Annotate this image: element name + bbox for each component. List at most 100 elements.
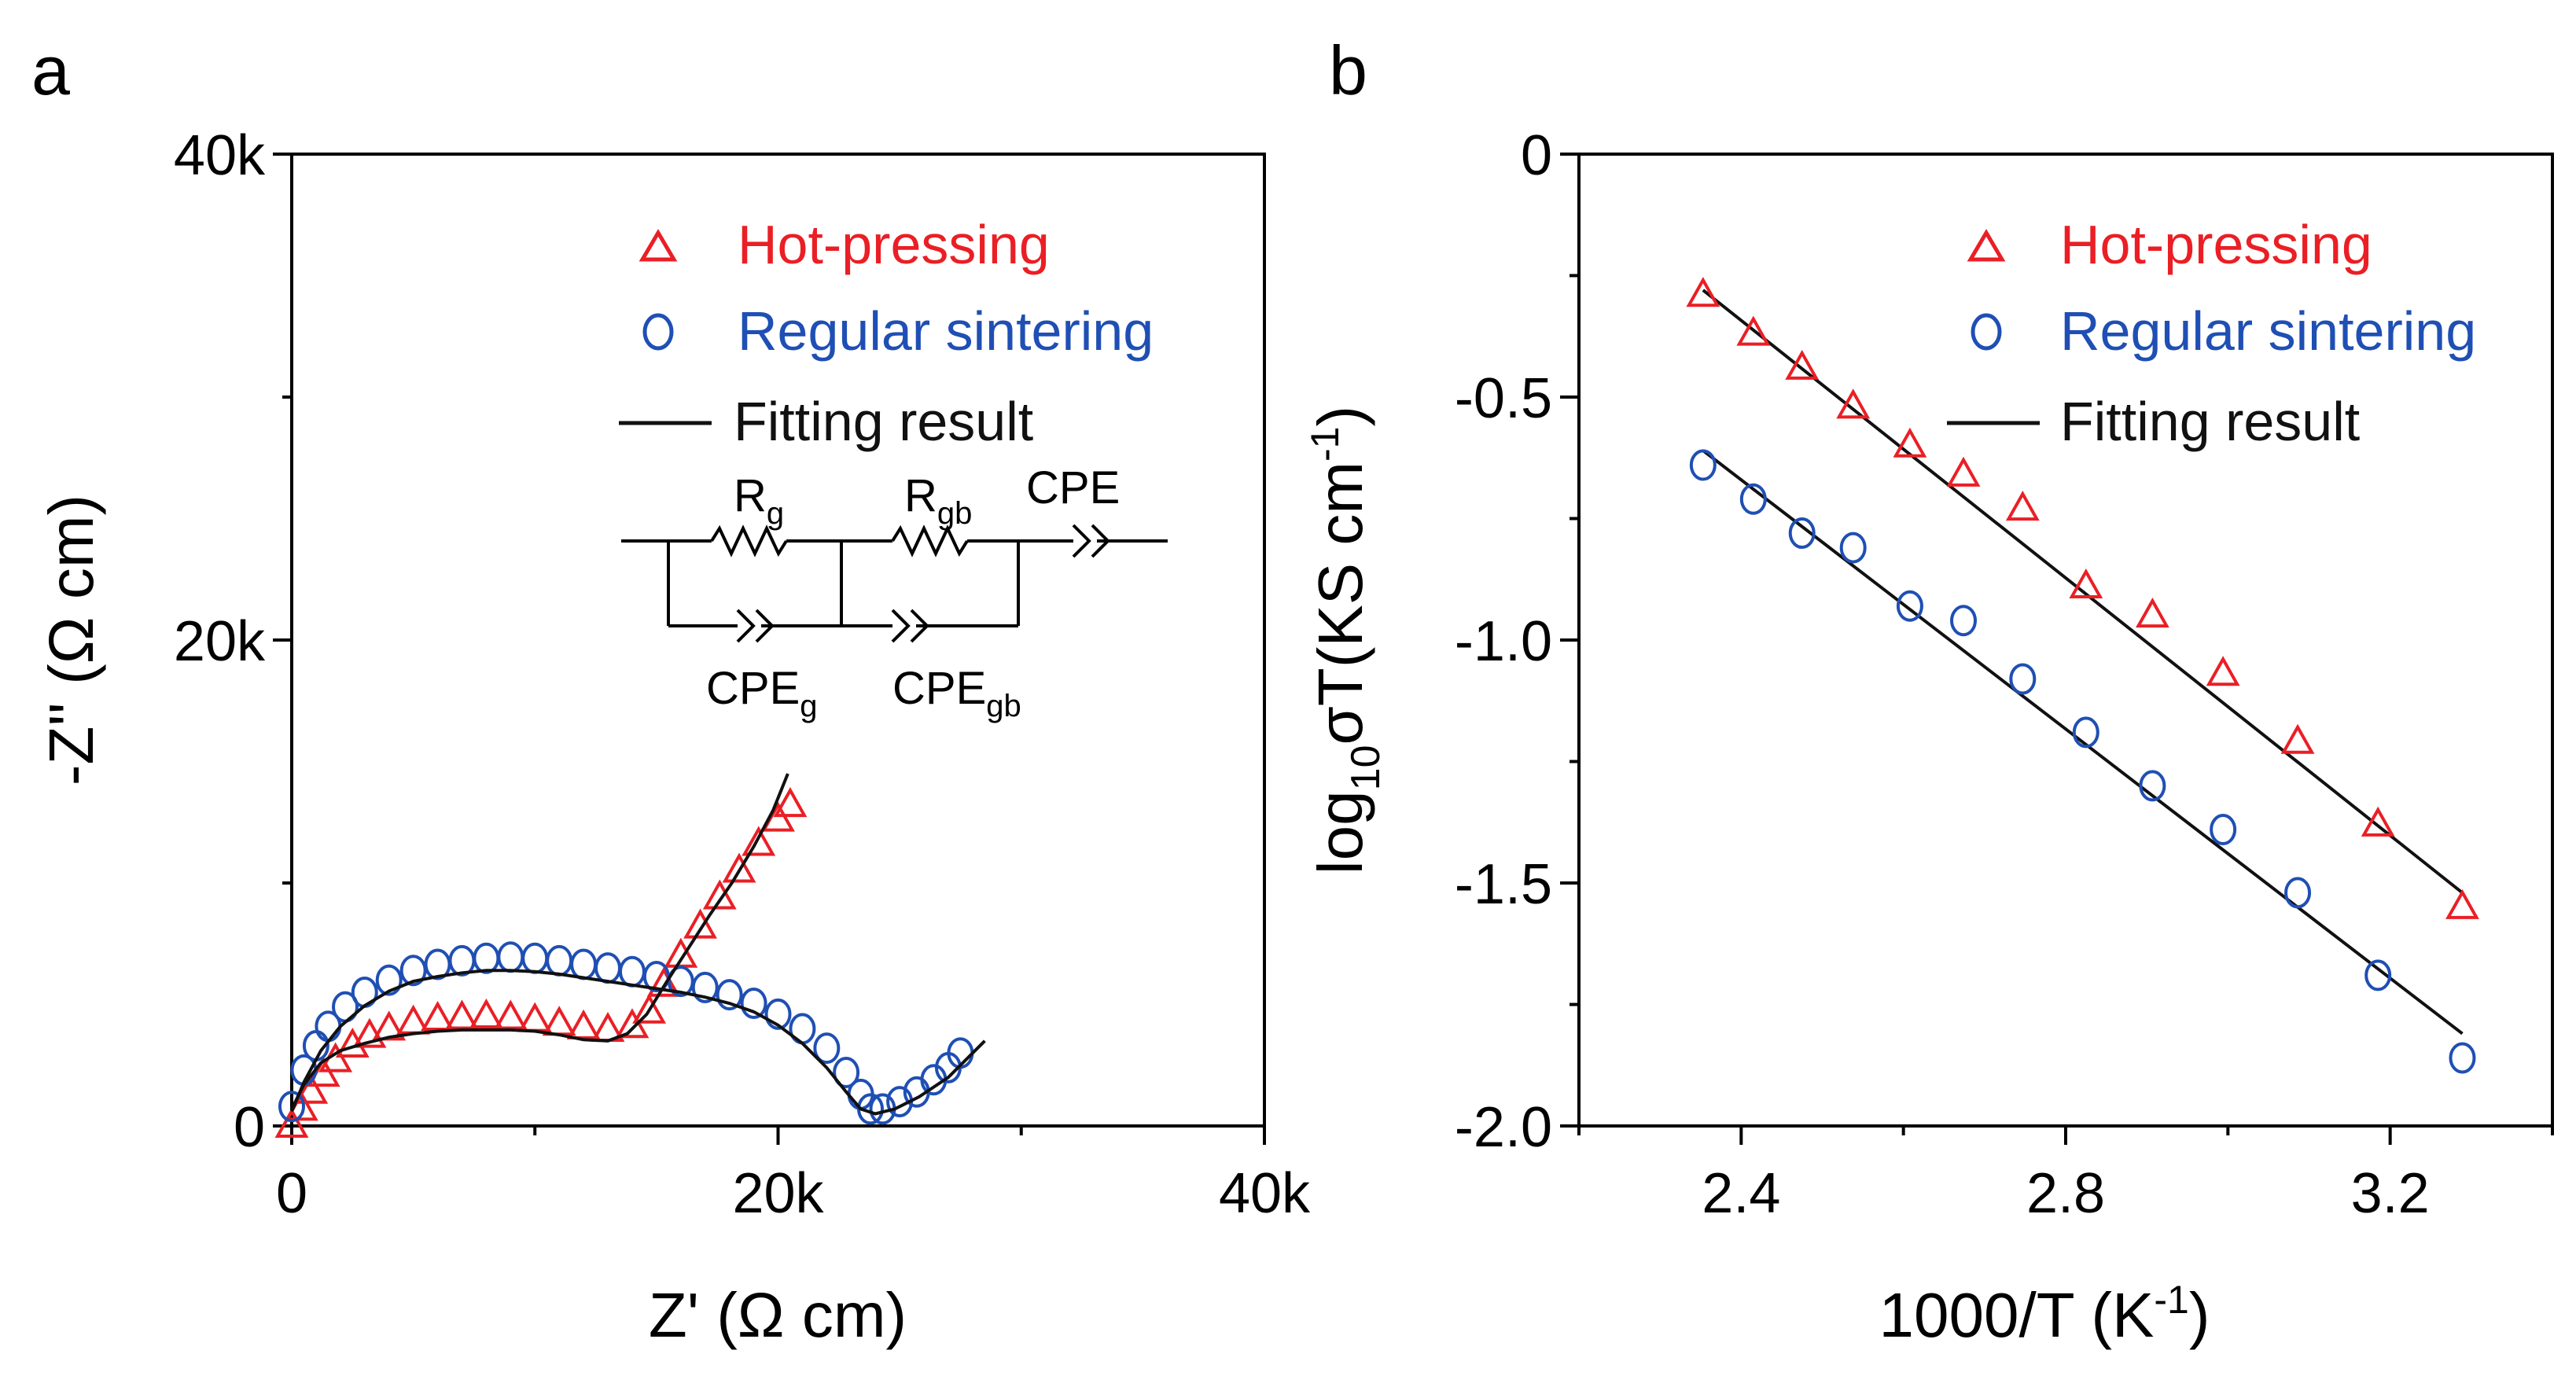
data-point-hot-pressing bbox=[2135, 598, 2169, 628]
panel-b-legend-label-regular-sintering: Regular sintering bbox=[2060, 300, 2476, 362]
panel-b-series-regular-sintering bbox=[1689, 449, 2476, 1074]
data-point-hot-pressing bbox=[1893, 427, 1927, 458]
data-point-hot-pressing bbox=[2445, 888, 2479, 919]
panel-b-series-hot-pressing bbox=[1686, 277, 2479, 919]
data-point-regular-sintering bbox=[1896, 590, 1923, 622]
data-point-hot-pressing bbox=[566, 1009, 601, 1039]
data-point-regular-sintering bbox=[497, 941, 524, 973]
data-point-hot-pressing bbox=[1785, 349, 1820, 380]
cpe-gb-element bbox=[891, 609, 911, 643]
x-tick-label: 40k bbox=[1219, 1162, 1311, 1225]
data-point-hot-pressing bbox=[1836, 388, 1871, 419]
resistor-rg bbox=[710, 524, 788, 557]
data-point-hot-pressing bbox=[702, 879, 737, 910]
panel-a-legend-label-regular-sintering: Regular sintering bbox=[738, 300, 1154, 362]
data-point-regular-sintering bbox=[691, 971, 719, 1003]
circuit-label-rgb: Rgb bbox=[904, 470, 972, 531]
circuit-label-rg: Rg bbox=[734, 470, 784, 531]
data-point-hot-pressing bbox=[372, 1010, 407, 1041]
y-tick-label: 0 bbox=[234, 1096, 265, 1159]
data-point-regular-sintering bbox=[2449, 1042, 2476, 1074]
x-tick-label: 2.4 bbox=[1702, 1162, 1780, 1225]
data-point-hot-pressing bbox=[421, 1000, 454, 1032]
data-point-hot-pressing bbox=[632, 993, 667, 1024]
data-point-hot-pressing bbox=[722, 852, 756, 883]
panel-b-fit-lines bbox=[1702, 289, 2464, 1036]
panel-a-label: a bbox=[31, 31, 70, 109]
panel-b-legend-circle-marker bbox=[1971, 313, 2002, 351]
equivalent-circuit-labels: Rg Rgb CPE CPEg CPEgb bbox=[706, 462, 1120, 723]
x-tick-label: 2.8 bbox=[2026, 1162, 2105, 1225]
panel-a-x-ticks: 0 20k 40k bbox=[276, 1126, 1311, 1225]
fit-line bbox=[1702, 289, 2464, 894]
data-point-regular-sintering bbox=[521, 942, 549, 974]
circuit-label-cpe-g: CPEg bbox=[706, 663, 818, 723]
data-point-hot-pressing bbox=[1686, 277, 1720, 307]
panel-a-x-axis-title: Z' (Ω cm) bbox=[649, 1280, 907, 1350]
x-tick-label: 0 bbox=[276, 1162, 307, 1225]
data-point-hot-pressing bbox=[294, 1073, 329, 1104]
data-point-hot-pressing bbox=[1736, 315, 1771, 346]
y-tick-label: 40k bbox=[174, 124, 266, 187]
data-point-hot-pressing bbox=[2069, 568, 2103, 599]
data-point-regular-sintering bbox=[2284, 877, 2312, 909]
resistor-rgb bbox=[891, 524, 969, 557]
y-tick-label: -1.5 bbox=[1455, 853, 1552, 916]
panel-a-legend: Hot-pressing Regular sintering Fitting r… bbox=[619, 214, 1154, 452]
data-point-regular-sintering bbox=[1839, 532, 1867, 564]
circuit-label-cpe-gb: CPEgb bbox=[892, 663, 1021, 723]
data-point-regular-sintering bbox=[618, 955, 646, 988]
y-tick-label: 0 bbox=[1521, 124, 1552, 187]
equivalent-circuit-diagram bbox=[621, 524, 1168, 643]
panel-b-legend: Hot-pressing Regular sintering Fitting r… bbox=[1947, 214, 2476, 452]
data-point-hot-pressing bbox=[2005, 491, 2040, 521]
panel-a-fit-lines bbox=[290, 773, 986, 1116]
panel-b-label: b bbox=[1329, 31, 1367, 109]
data-point-regular-sintering bbox=[1689, 449, 1717, 481]
circuit-label-cpe: CPE bbox=[1026, 462, 1120, 513]
panel-b-y-axis-title: log10σT(KS cm-1) bbox=[1303, 406, 1389, 874]
fit-line bbox=[290, 969, 986, 1116]
data-point-regular-sintering bbox=[833, 1057, 860, 1089]
data-point-regular-sintering bbox=[399, 955, 427, 987]
y-tick-label: 20k bbox=[174, 610, 266, 673]
data-point-regular-sintering bbox=[594, 952, 622, 984]
y-tick-label: -2.0 bbox=[1455, 1096, 1552, 1159]
y-tick-label: -1.0 bbox=[1455, 610, 1552, 673]
data-point-hot-pressing bbox=[2206, 656, 2240, 686]
panel-a-legend-label-fitting-result: Fitting result bbox=[734, 391, 1033, 452]
panel-b-legend-label-fitting-result: Fitting result bbox=[2060, 391, 2360, 452]
data-point-hot-pressing bbox=[683, 908, 717, 939]
data-point-hot-pressing bbox=[773, 787, 808, 818]
data-point-hot-pressing bbox=[2361, 806, 2395, 837]
panel-a-legend-triangle-marker bbox=[638, 229, 678, 262]
panel-a-legend-label-hot-pressing: Hot-pressing bbox=[738, 214, 1050, 275]
data-point-regular-sintering bbox=[2210, 814, 2237, 846]
panel-b-x-ticks: 2.4 2.8 3.2 bbox=[1577, 1126, 2554, 1225]
data-point-regular-sintering bbox=[2009, 663, 2037, 695]
data-point-regular-sintering bbox=[740, 987, 767, 1019]
data-point-hot-pressing bbox=[445, 999, 479, 1030]
data-point-hot-pressing bbox=[274, 1107, 309, 1138]
data-point-regular-sintering bbox=[667, 966, 694, 998]
fit-line bbox=[1702, 449, 2464, 1036]
data-point-regular-sintering bbox=[375, 964, 403, 996]
data-point-regular-sintering bbox=[546, 944, 573, 977]
panel-b-y-ticks: 0 -0.5 -1.0 -1.5 -2.0 bbox=[1455, 124, 1579, 1159]
data-point-regular-sintering bbox=[2139, 770, 2166, 802]
data-point-hot-pressing bbox=[469, 998, 503, 1028]
data-point-regular-sintering bbox=[473, 942, 500, 974]
panel-a-series-hot-pressing bbox=[274, 787, 808, 1138]
data-point-hot-pressing bbox=[493, 999, 528, 1030]
panel-a-y-ticks: 0 20k 40k bbox=[174, 124, 292, 1159]
panel-a-legend-circle-marker bbox=[642, 313, 674, 351]
data-point-regular-sintering bbox=[764, 998, 792, 1030]
data-point-hot-pressing bbox=[1946, 456, 1981, 487]
data-point-regular-sintering bbox=[278, 1091, 305, 1123]
data-point-hot-pressing bbox=[742, 826, 776, 856]
data-point-hot-pressing bbox=[646, 966, 681, 997]
data-point-regular-sintering bbox=[2364, 959, 2392, 992]
panel-b: b 0 -0.5 -1.0 -1.5 -2.0 2.4 2.8 3.2 1000/T (K-… bbox=[1303, 31, 2554, 1350]
data-point-hot-pressing bbox=[2280, 723, 2315, 754]
